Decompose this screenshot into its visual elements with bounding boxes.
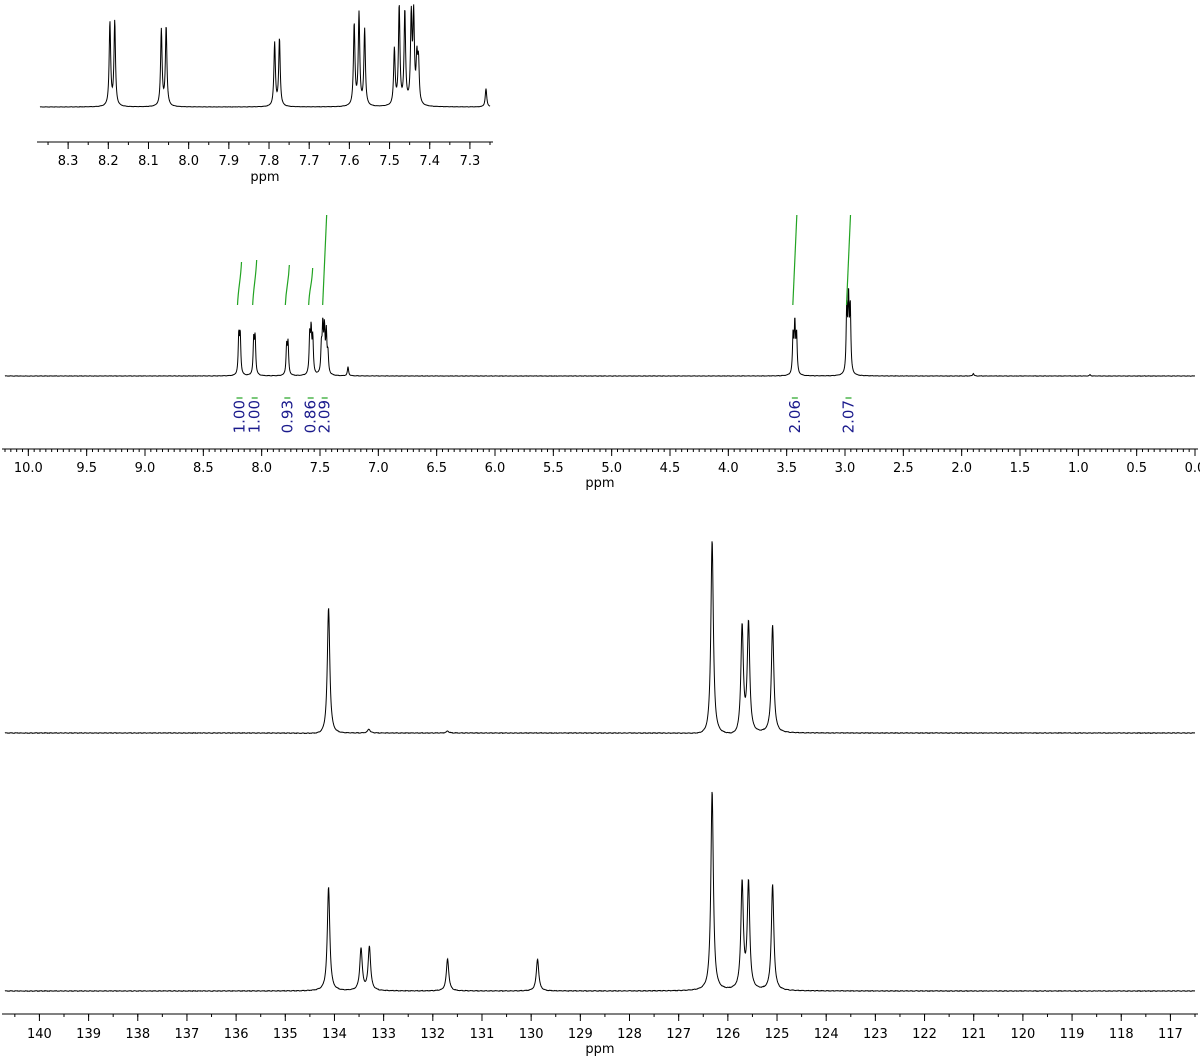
tick-label: 132 bbox=[420, 1027, 445, 1042]
integral-label: 2.09 bbox=[316, 400, 334, 433]
x-axis-title: ppm bbox=[585, 476, 614, 491]
tick-label: 6.5 bbox=[426, 461, 447, 476]
tick-label: 138 bbox=[125, 1027, 150, 1042]
tick-label: 121 bbox=[961, 1027, 986, 1042]
x-axis-title: ppm bbox=[250, 170, 279, 185]
tick-label: 4.0 bbox=[718, 461, 739, 476]
tick-label: 7.0 bbox=[368, 461, 389, 476]
tick-label: 9.5 bbox=[76, 461, 97, 476]
tick-label: 128 bbox=[617, 1027, 642, 1042]
tick-label: 2.5 bbox=[893, 461, 914, 476]
tick-label: 126 bbox=[715, 1027, 740, 1042]
integral-curve bbox=[236, 261, 243, 306]
tick-label: 7.5 bbox=[379, 154, 400, 169]
tick-label: 135 bbox=[273, 1027, 298, 1042]
tick-label: 117 bbox=[1158, 1027, 1183, 1042]
tick-label: 7.6 bbox=[339, 154, 360, 169]
tick-label: 3.0 bbox=[835, 461, 856, 476]
tick-label: 123 bbox=[863, 1027, 888, 1042]
tick-label: 7.9 bbox=[218, 154, 239, 169]
spectrum-trace bbox=[39, 4, 491, 108]
tick-label: 130 bbox=[519, 1027, 544, 1042]
integral-curve bbox=[308, 267, 314, 306]
tick-label: 7.3 bbox=[460, 154, 481, 169]
tick-label: 5.0 bbox=[601, 461, 622, 476]
tick-label: 8.3 bbox=[58, 154, 79, 169]
c13-dept-spectrum-panel bbox=[4, 541, 1196, 735]
tick-label: 139 bbox=[76, 1027, 101, 1042]
tick-label: 6.0 bbox=[485, 461, 506, 476]
h1-nmr-full-panel: 10.0 9.5 9.0 8.5 8.0 7.5 7.0 6.5 6.0 5.5 5.0 4.5 4.0… bbox=[2, 214, 1200, 491]
integral-label: 0.86 bbox=[302, 400, 320, 433]
tick-label: 8.5 bbox=[193, 461, 214, 476]
tick-label: 7.4 bbox=[419, 154, 440, 169]
tick-label: 8.0 bbox=[251, 461, 272, 476]
tick-label: 5.5 bbox=[543, 461, 564, 476]
tick-label: 8.1 bbox=[138, 154, 159, 169]
tick-label: 129 bbox=[568, 1027, 593, 1042]
tick-label: 140 bbox=[27, 1027, 52, 1042]
tick-label: 1.0 bbox=[1068, 461, 1089, 476]
integral-curve bbox=[845, 214, 852, 306]
integral-curve bbox=[322, 214, 328, 306]
tick-label: 118 bbox=[1109, 1027, 1134, 1042]
tick-label: 131 bbox=[470, 1027, 495, 1042]
tick-label: 2.0 bbox=[951, 461, 972, 476]
tick-label: 3.5 bbox=[776, 461, 797, 476]
spectrum-trace bbox=[4, 791, 1196, 992]
tick-label: 137 bbox=[175, 1027, 200, 1042]
integral-label: 2.07 bbox=[840, 400, 858, 433]
tick-label: 7.7 bbox=[299, 154, 320, 169]
integral-curve bbox=[792, 214, 798, 306]
integral-curve bbox=[252, 259, 258, 306]
x-axis-title: ppm bbox=[585, 1042, 614, 1057]
h1-nmr-inset-panel: 8.3 8.2 8.1 8.0 7.9 7.8 7.7 7.6 7.5 7.4 7.3 ppm bbox=[37, 4, 493, 185]
tick-label: 0.5 bbox=[1126, 461, 1147, 476]
integral-label: 1.00 bbox=[246, 400, 264, 433]
spectrum-trace bbox=[4, 288, 1196, 377]
tick-label: 8.0 bbox=[178, 154, 199, 169]
tick-label: 119 bbox=[1060, 1027, 1085, 1042]
tick-label: 7.8 bbox=[259, 154, 280, 169]
tick-label: 120 bbox=[1010, 1027, 1035, 1042]
integral-label: 0.93 bbox=[278, 400, 296, 433]
tick-label: 8.2 bbox=[98, 154, 119, 169]
tick-label: 0.0 bbox=[1185, 461, 1200, 476]
c13-nmr-spectrum-panel: 140 139 138 137 136 135 134 133 132 131 130 129 128 1… bbox=[2, 791, 1198, 1057]
tick-label: 9.0 bbox=[135, 461, 156, 476]
spectrum-trace bbox=[4, 541, 1196, 735]
tick-label: 133 bbox=[371, 1027, 396, 1042]
tick-label: 122 bbox=[912, 1027, 937, 1042]
tick-label: 136 bbox=[224, 1027, 249, 1042]
integral-label: 1.00 bbox=[231, 400, 249, 433]
tick-label: 134 bbox=[322, 1027, 347, 1042]
integral-label: 2.06 bbox=[786, 400, 804, 433]
tick-label: 4.5 bbox=[660, 461, 681, 476]
tick-label: 10.0 bbox=[14, 461, 43, 476]
integral-curve bbox=[284, 264, 290, 306]
tick-label: 7.5 bbox=[310, 461, 331, 476]
tick-label: 124 bbox=[814, 1027, 839, 1042]
tick-label: 1.5 bbox=[1010, 461, 1031, 476]
tick-label: 127 bbox=[666, 1027, 691, 1042]
tick-label: 125 bbox=[765, 1027, 790, 1042]
